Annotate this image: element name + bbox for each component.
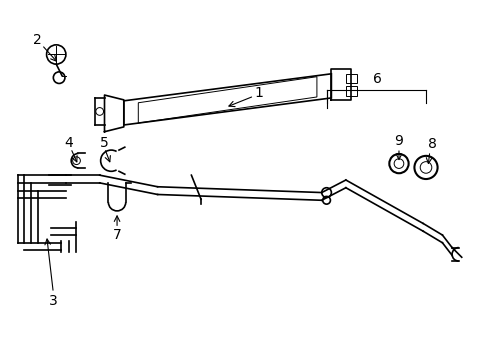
Text: 2: 2 [33,33,41,47]
Text: 6: 6 [372,72,382,86]
Bar [345,74,357,84]
Bar [345,86,357,96]
Text: 8: 8 [427,137,436,151]
Text: 9: 9 [394,134,403,148]
Text: 1: 1 [254,86,263,100]
Text: 7: 7 [112,228,121,242]
Text: 3: 3 [49,294,58,308]
Text: 4: 4 [64,136,73,150]
Text: 5: 5 [100,136,109,150]
